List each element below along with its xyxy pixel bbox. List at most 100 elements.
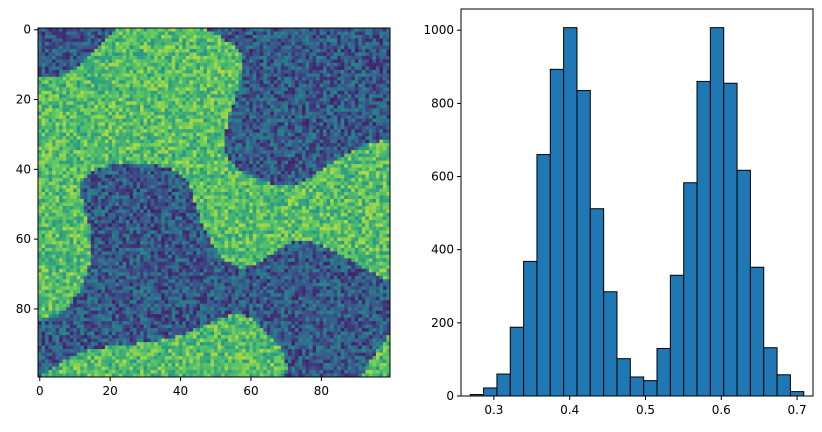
heatmap-cell [379,150,384,154]
heatmap-cell [365,160,370,165]
heatmap-cell [277,45,282,50]
heatmap-cell [62,143,67,148]
heatmap-cell [256,34,261,39]
heatmap-cell [270,167,275,172]
heatmap-cell [55,76,60,81]
heatmap-cell [224,66,229,71]
heatmap-cell [340,195,345,200]
heatmap-cell [164,31,169,36]
heatmap-cell [73,129,78,134]
heatmap-cell [351,139,356,144]
heatmap-cell [214,97,218,102]
heatmap-cell [309,171,313,175]
heatmap-cell [171,55,176,60]
heatmap-cell [358,129,363,134]
heatmap-cell [126,171,130,175]
heatmap-cell [256,136,261,141]
heatmap-cell [111,115,116,120]
heatmap-cell [277,192,282,196]
heatmap-cell [178,90,183,95]
heatmap-cell [41,174,46,179]
heatmap-cell [214,150,218,154]
heatmap-cell [171,52,176,57]
heatmap-cell [249,108,254,113]
heatmap-cell [168,90,173,95]
heatmap-cell [354,31,359,36]
heatmap-cell [161,146,166,151]
heatmap-cell [52,115,56,120]
heatmap-cell [217,94,222,99]
heatmap-cell [185,115,190,120]
heatmap-cell [337,115,342,120]
heatmap-cell [69,101,74,106]
heatmap-cell [115,104,120,109]
heatmap-cell [38,97,42,102]
heatmap-cell [214,160,218,165]
heatmap-cell [108,59,113,64]
heatmap-cell [189,122,194,127]
heatmap-cell [164,90,169,95]
heatmap-cell [175,73,180,78]
heatmap-cell [161,143,166,148]
heatmap-cell [298,104,303,109]
heatmap-cell [66,125,71,130]
heatmap-cell [347,192,352,196]
heatmap-cell [358,55,363,60]
heatmap-cell [143,45,148,50]
heatmap-cell [312,48,317,53]
heatmap-cell [41,80,46,85]
heatmap-cell [266,188,271,193]
heatmap-cell [273,199,278,203]
heatmap-cell [228,31,232,36]
heatmap-cell [178,139,183,144]
heatmap-cell [238,94,243,99]
heatmap-cell [333,146,338,151]
heatmap-cell [224,174,229,179]
heatmap-cell [287,48,292,53]
heatmap-cell [365,185,370,189]
heatmap-cell [291,45,296,50]
heatmap-cell [69,111,74,116]
heatmap-cell [361,52,366,57]
heatmap-cell [133,101,137,106]
heatmap-cell [143,94,148,99]
heatmap-cell [298,188,303,193]
heatmap-cell [372,111,377,116]
heatmap-cell [270,48,275,53]
heatmap-cell [178,62,183,67]
heatmap-cell [143,185,148,189]
heatmap-cell [354,157,359,161]
heatmap-cell [242,69,247,74]
heatmap-cell [326,136,331,141]
heatmap-cell [178,115,183,120]
heatmap-cell [312,153,317,158]
heatmap-cell [252,118,257,123]
heatmap-cell [309,52,313,57]
heatmap-cell [273,146,278,151]
heatmap-cell [224,76,229,81]
heatmap-cell [150,199,155,203]
heatmap-cell [375,104,380,109]
heatmap-cell [344,164,349,168]
heatmap-cell [294,45,299,50]
heatmap-cell [136,195,141,200]
heatmap-cell [351,153,356,158]
heatmap-cell [210,108,215,113]
heatmap-cell [80,157,85,161]
heatmap-cell [214,125,218,130]
heatmap-cell [372,97,377,102]
heatmap-cell [280,83,285,88]
heatmap-cell [354,87,359,92]
heatmap-cell [319,174,324,179]
heatmap-cell [80,150,85,154]
heatmap-cell [330,129,335,134]
heatmap-cell [150,188,155,193]
heatmap-cell [302,28,306,32]
heatmap-cell [185,171,190,175]
heatmap-cell [76,122,81,127]
heatmap-cell [263,59,268,64]
heatmap-cell [76,87,81,92]
heatmap-cell [270,66,275,71]
heatmap-cell [161,45,166,50]
heatmap-cell [273,80,278,85]
